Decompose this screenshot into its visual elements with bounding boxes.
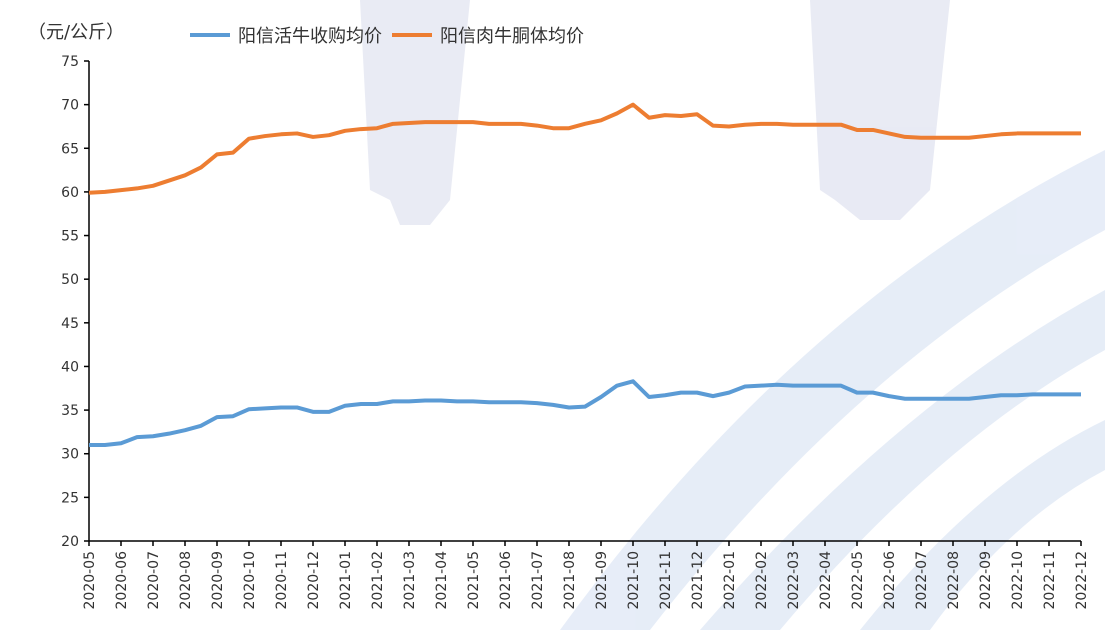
y-tick-label: 65 bbox=[61, 141, 79, 157]
x-tick-label: 2021-09 bbox=[594, 551, 610, 610]
x-tick-label: 2021-11 bbox=[658, 551, 674, 610]
y-tick-label: 60 bbox=[61, 185, 79, 201]
x-tick-label: 2021-12 bbox=[690, 551, 706, 610]
y-tick-label: 25 bbox=[61, 490, 79, 506]
x-tick-label: 2022-06 bbox=[882, 551, 898, 610]
x-tick-label: 2020-09 bbox=[210, 551, 226, 610]
y-tick-label: 70 bbox=[61, 98, 79, 114]
legend-label: 阳信肉牛胴体均价 bbox=[440, 26, 584, 47]
x-tick-label: 2020-08 bbox=[178, 551, 194, 610]
y-tick-label: 20 bbox=[61, 534, 79, 550]
x-tick-label: 2022-03 bbox=[786, 551, 802, 610]
x-tick-label: 2021-01 bbox=[338, 551, 354, 610]
x-tick-label: 2020-10 bbox=[242, 551, 258, 610]
x-tick-label: 2022-12 bbox=[1074, 551, 1090, 610]
chart: （元/公斤） 20 25 30 35 40 45 50 55 60 65 70 75 2020-05 20… bbox=[0, 0, 1105, 630]
x-tick-label: 2021-03 bbox=[402, 551, 418, 610]
x-tick-label: 2022-04 bbox=[818, 551, 834, 610]
x-tick-label: 2022-09 bbox=[978, 551, 994, 610]
page: {"chart_data": {"type": "line", "y_label… bbox=[0, 0, 1105, 634]
x-tick-label: 2021-08 bbox=[562, 551, 578, 610]
watermark bbox=[360, 0, 1105, 630]
y-tick-label: 55 bbox=[61, 229, 79, 245]
x-tick-label: 2022-02 bbox=[754, 551, 770, 610]
x-tick-label: 2022-11 bbox=[1042, 551, 1058, 610]
x-tick-label: 2022-08 bbox=[946, 551, 962, 610]
y-tick-label: 35 bbox=[61, 403, 79, 419]
y-tick-label: 75 bbox=[61, 54, 79, 70]
x-tick-label: 2022-05 bbox=[850, 551, 866, 610]
y-tick-label: 50 bbox=[61, 272, 79, 288]
x-tick-label: 2021-04 bbox=[434, 551, 450, 610]
x-tick-label: 2020-12 bbox=[306, 551, 322, 610]
x-tick-label: 2022-01 bbox=[722, 551, 738, 610]
x-tick-label: 2021-06 bbox=[498, 551, 514, 610]
x-tick-label: 2021-02 bbox=[370, 551, 386, 610]
x-tick-label: 2022-10 bbox=[1010, 551, 1026, 610]
x-tick-label: 2021-07 bbox=[530, 551, 546, 610]
y-tick-label: 30 bbox=[61, 447, 79, 463]
x-tick-label: 2020-07 bbox=[146, 551, 162, 610]
x-tick-label: 2020-11 bbox=[274, 551, 290, 610]
x-tick-label: 2021-05 bbox=[466, 551, 482, 610]
y-axis-label: （元/公斤） bbox=[28, 22, 124, 43]
x-tick-label: 2022-07 bbox=[914, 551, 930, 610]
legend-label: 阳信活牛收购均价 bbox=[238, 26, 382, 47]
x-tick-label: 2020-06 bbox=[114, 551, 130, 610]
y-tick-label: 40 bbox=[61, 359, 79, 375]
y-tick-label: 45 bbox=[61, 316, 79, 332]
x-tick-label: 2020-05 bbox=[82, 551, 98, 610]
x-tick-label: 2021-10 bbox=[626, 551, 642, 610]
